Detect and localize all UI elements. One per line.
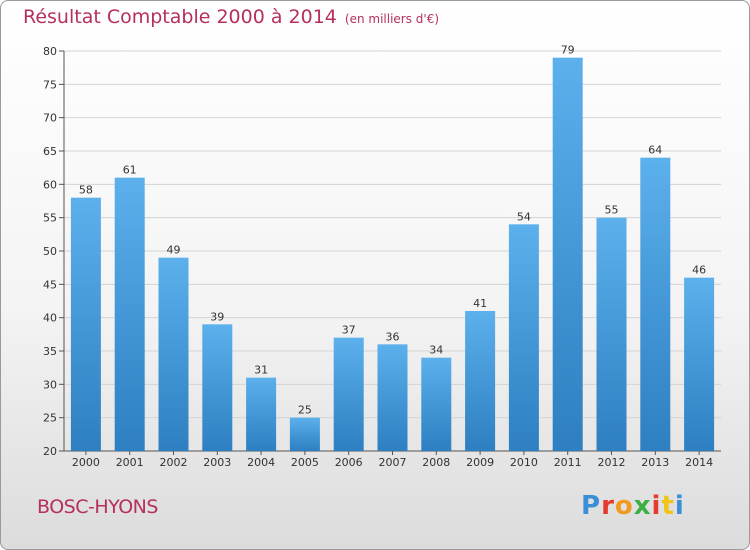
- x-tick-label-2011: 2011: [554, 456, 582, 469]
- value-label-2011: 79: [561, 44, 575, 57]
- x-tick-label-2006: 2006: [335, 456, 363, 469]
- bar-2007: [378, 344, 408, 451]
- x-tick-label-2003: 2003: [203, 456, 231, 469]
- y-tick-label: 80: [43, 45, 57, 58]
- bar-2001: [115, 178, 145, 451]
- x-tick-label-2005: 2005: [291, 456, 319, 469]
- chart-frame: Résultat Comptable 2000 à 2014 (en millie…: [0, 0, 750, 550]
- y-tick-label: 45: [43, 278, 57, 291]
- bar-2002: [159, 258, 189, 451]
- value-label-2012: 55: [605, 204, 619, 217]
- value-label-2000: 58: [79, 184, 93, 197]
- bar-chart: 20 25 30 35 40 45 50 55 60 65 70 75 80 58 2000 61 2001 49…: [1, 1, 749, 491]
- y-tick-label: 70: [43, 112, 57, 125]
- bar-2011: [553, 58, 583, 451]
- value-label-2010: 54: [517, 210, 531, 223]
- y-tick-label: 50: [43, 245, 57, 258]
- bar-2006: [334, 338, 364, 451]
- y-tick-label: 65: [43, 145, 57, 158]
- logo-letter: o: [615, 491, 634, 521]
- y-tick-label: 75: [43, 78, 57, 91]
- bar-2013: [640, 158, 670, 451]
- y-tick-label: 55: [43, 212, 57, 225]
- x-tick-label-2009: 2009: [466, 456, 494, 469]
- bar-2012: [597, 218, 627, 451]
- bar-2009: [465, 311, 495, 451]
- y-tick-label: 30: [43, 378, 57, 391]
- bar-2010: [509, 224, 539, 451]
- y-tick-label: 35: [43, 345, 57, 358]
- value-label-2008: 34: [429, 344, 443, 357]
- logo-letter: t: [661, 491, 674, 521]
- y-tick-label: 25: [43, 412, 57, 425]
- value-label-2014: 46: [692, 264, 706, 277]
- value-label-2006: 37: [342, 324, 356, 337]
- x-tick-label-2012: 2012: [598, 456, 626, 469]
- value-label-2005: 25: [298, 404, 312, 417]
- bar-2000: [71, 198, 101, 451]
- y-tick-label: 60: [43, 178, 57, 191]
- bar-2008: [421, 358, 451, 451]
- y-tick-label: 40: [43, 312, 57, 325]
- value-label-2001: 61: [123, 164, 137, 177]
- logo-letter: i: [652, 491, 662, 521]
- logo-letter: i: [675, 491, 685, 521]
- x-tick-label-2014: 2014: [685, 456, 713, 469]
- value-label-2009: 41: [473, 297, 487, 310]
- value-label-2003: 39: [210, 310, 224, 323]
- y-tick-label: 20: [43, 445, 57, 458]
- x-tick-label-2010: 2010: [510, 456, 538, 469]
- x-tick-label-2007: 2007: [379, 456, 407, 469]
- logo-letter: r: [601, 491, 615, 521]
- x-tick-label-2001: 2001: [116, 456, 144, 469]
- x-tick-label-2008: 2008: [422, 456, 450, 469]
- value-label-2004: 31: [254, 364, 268, 377]
- logo-letter: x: [634, 491, 652, 521]
- value-label-2013: 64: [648, 144, 662, 157]
- bar-2005: [290, 418, 320, 451]
- value-label-2007: 36: [386, 330, 400, 343]
- x-tick-label-2004: 2004: [247, 456, 275, 469]
- bar-2004: [246, 378, 276, 451]
- value-label-2002: 49: [167, 244, 181, 257]
- x-tick-label-2000: 2000: [72, 456, 100, 469]
- x-tick-label-2013: 2013: [641, 456, 669, 469]
- bar-2014: [684, 278, 714, 451]
- proxiti-logo[interactable]: Proxiti: [581, 491, 685, 521]
- bar-2003: [202, 324, 232, 451]
- logo-letter: P: [581, 491, 601, 521]
- location-name: BOSC-HYONS: [37, 496, 158, 518]
- x-tick-label-2002: 2002: [160, 456, 188, 469]
